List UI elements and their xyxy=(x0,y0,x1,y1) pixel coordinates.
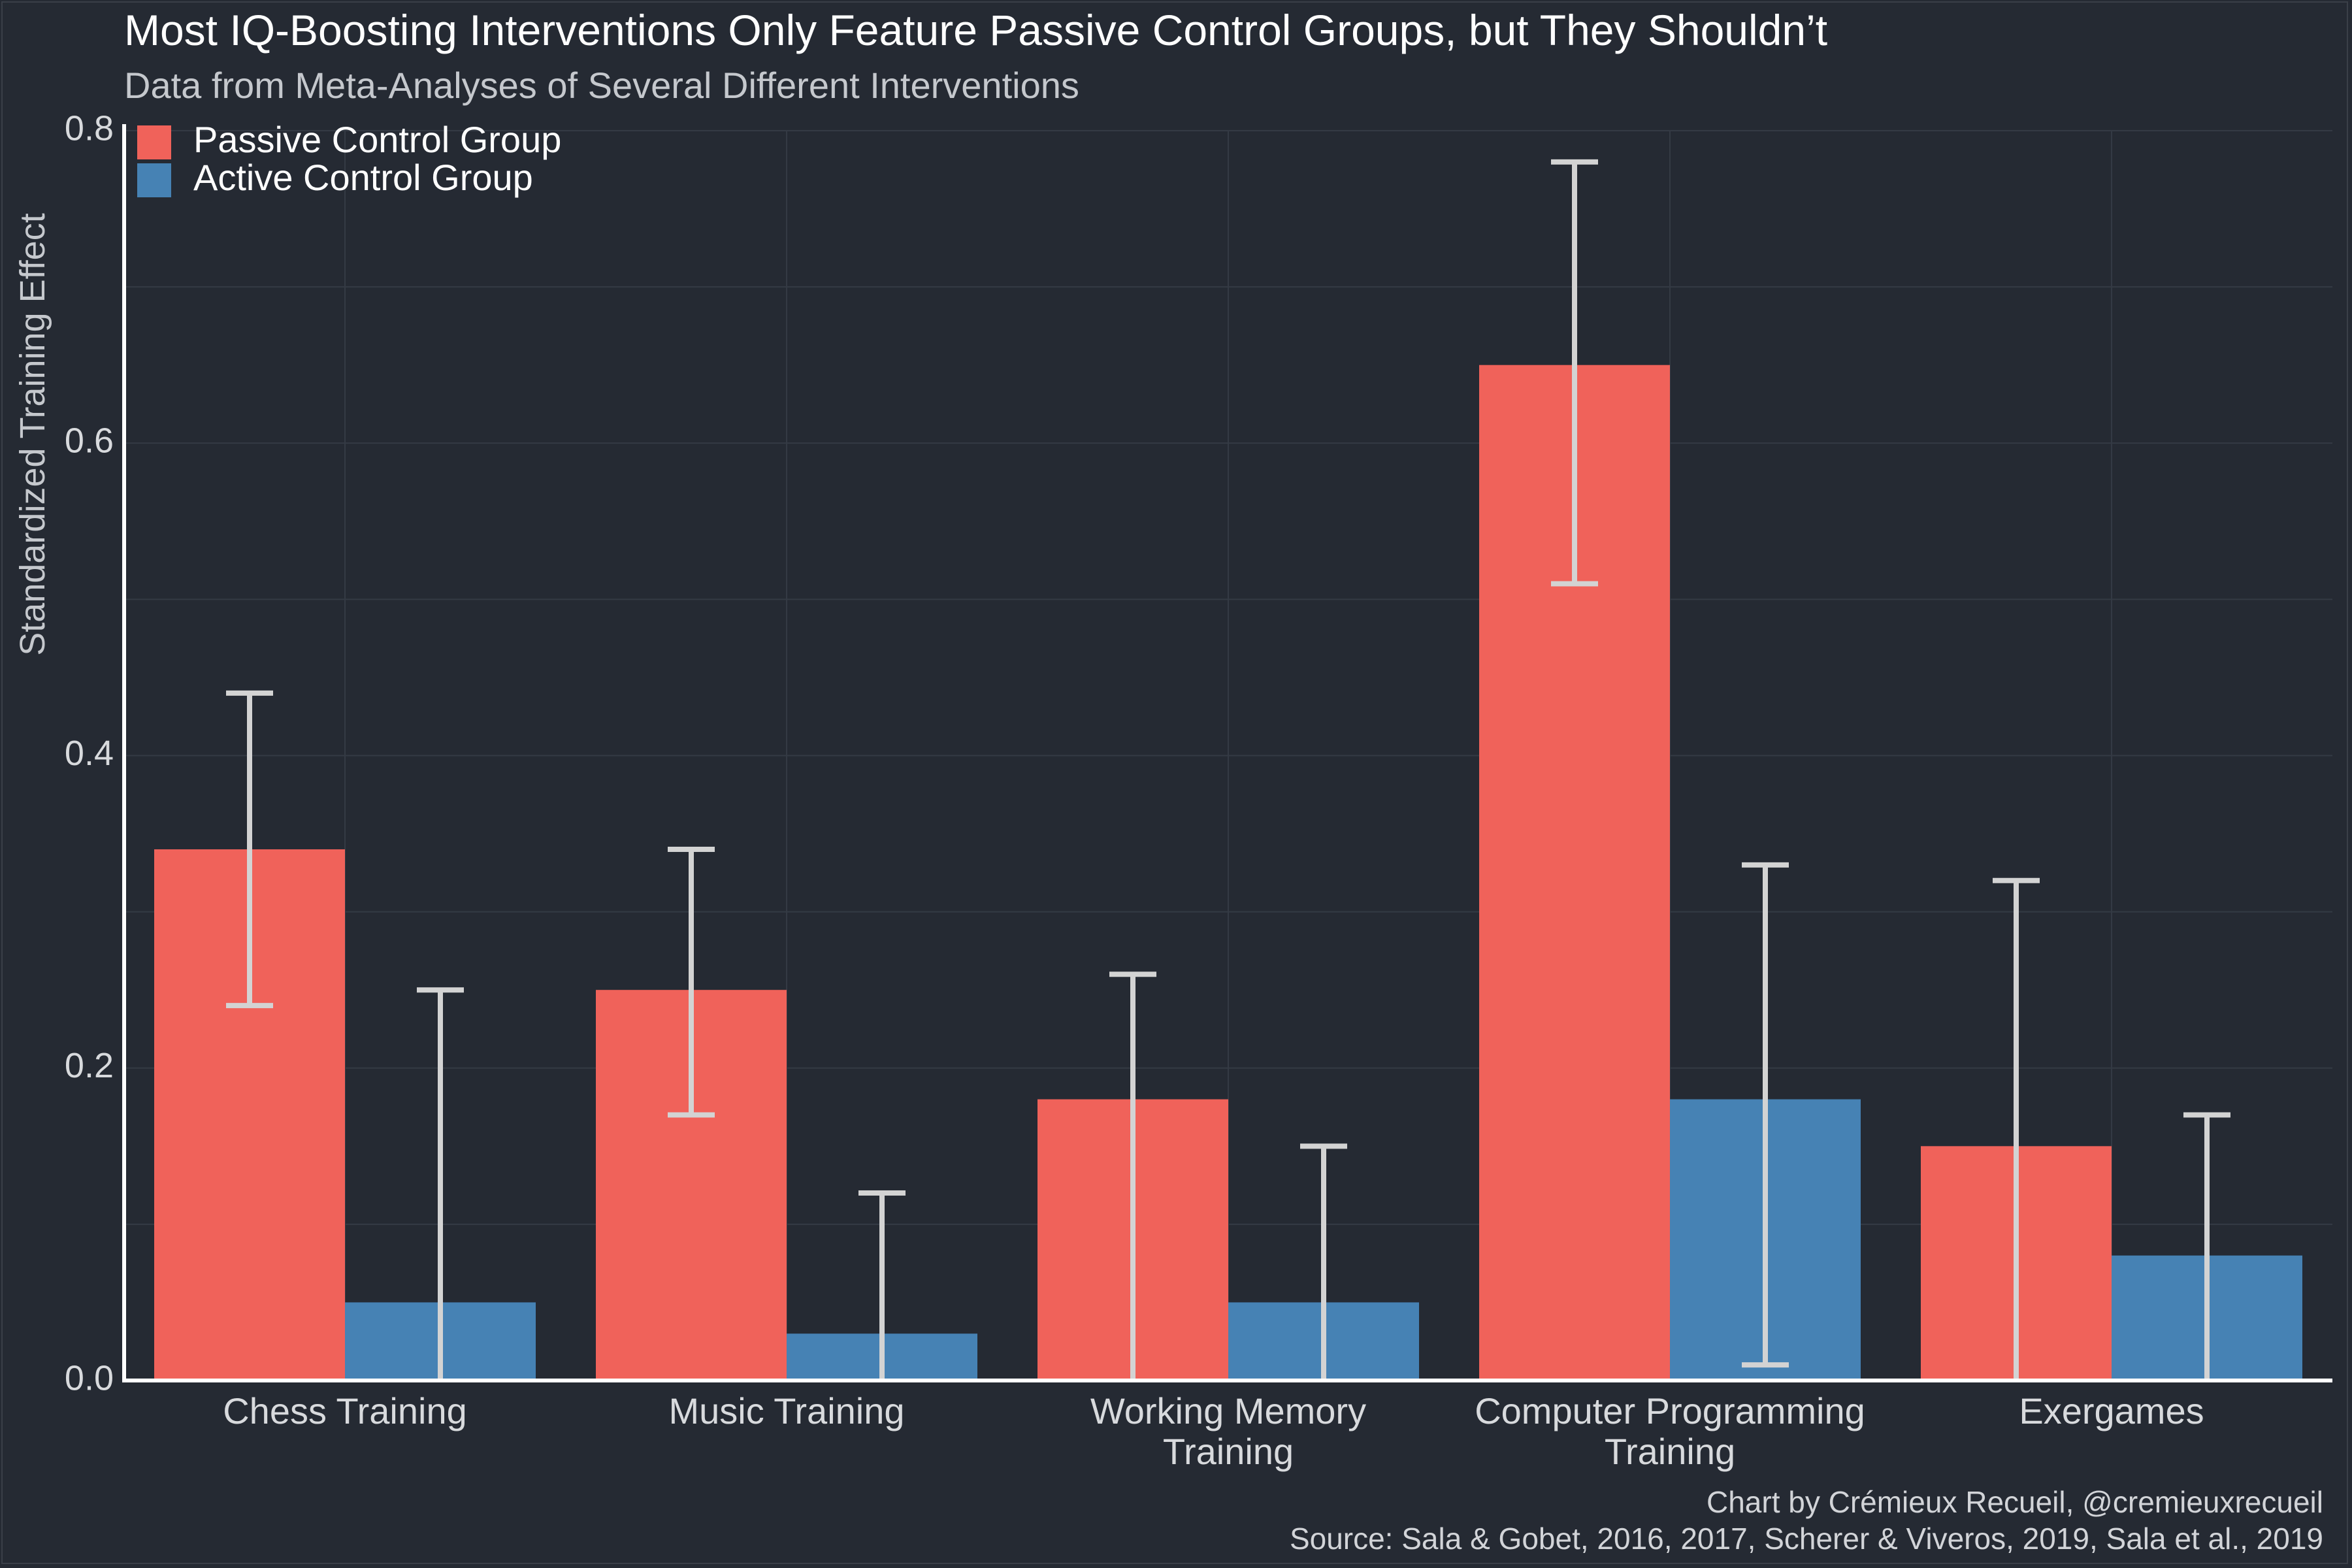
y-tick-label: 0.4 xyxy=(65,734,114,773)
y-axis-title: Standardized Training Effect xyxy=(13,213,52,655)
x-tick-label-line: Training xyxy=(1163,1431,1294,1472)
x-tick-label-line: Computer Programming xyxy=(1475,1390,1865,1431)
error-bar xyxy=(417,987,464,1380)
error-bar xyxy=(1109,972,1156,1380)
error-bars xyxy=(226,159,2230,1380)
error-bar xyxy=(226,690,273,1009)
legend-swatch-passive xyxy=(137,125,171,159)
x-tick-label: Computer Programming Training xyxy=(1475,1390,1865,1472)
chart-credit: Chart by Crémieux Recueil, @cremieuxrecu… xyxy=(1706,1485,2323,1519)
chart-source: Source: Sala & Gobet, 2016, 2017, Schere… xyxy=(1289,1522,2323,1556)
x-tick-label-line: Working Memory xyxy=(1090,1390,1366,1431)
x-tick-label: Music Training xyxy=(668,1390,904,1431)
error-bar xyxy=(858,1190,906,1380)
legend-label-passive: Passive Control Group xyxy=(193,119,561,160)
error-bar xyxy=(1993,877,2040,1380)
grid-lines xyxy=(124,130,2332,1381)
x-tick-label-line: Music Training xyxy=(668,1390,904,1431)
chart-title: Most IQ-Boosting Interventions Only Feat… xyxy=(124,6,1828,54)
y-tick-label: 0.8 xyxy=(65,108,114,148)
y-tick-label: 0.2 xyxy=(65,1046,114,1085)
legend-swatch-active xyxy=(137,163,171,197)
legend-label-active: Active Control Group xyxy=(193,157,533,198)
chart-subtitle: Data from Meta-Analyses of Several Diffe… xyxy=(124,65,1079,106)
x-tick-label-line: Exergames xyxy=(2019,1390,2204,1431)
x-tick-label: Chess Training xyxy=(223,1390,467,1431)
x-tick-label-line: Training xyxy=(1605,1431,1735,1472)
error-bar xyxy=(1300,1143,1347,1380)
x-tick-label-line: Chess Training xyxy=(223,1390,467,1431)
x-tick-label: Working Memory Training xyxy=(1090,1390,1366,1472)
error-bar xyxy=(1551,159,1598,587)
axis-labels: 0.0 0.2 0.4 0.6 0.8 Standardized Training Eff… xyxy=(13,108,2204,1472)
axes xyxy=(122,124,2332,1382)
error-bar xyxy=(668,846,715,1118)
x-tick-label: Exergames xyxy=(2019,1390,2204,1431)
y-tick-label: 0.6 xyxy=(65,421,114,461)
error-bar xyxy=(2183,1112,2230,1380)
y-tick-label: 0.0 xyxy=(65,1358,114,1397)
error-bar xyxy=(1742,862,1789,1368)
